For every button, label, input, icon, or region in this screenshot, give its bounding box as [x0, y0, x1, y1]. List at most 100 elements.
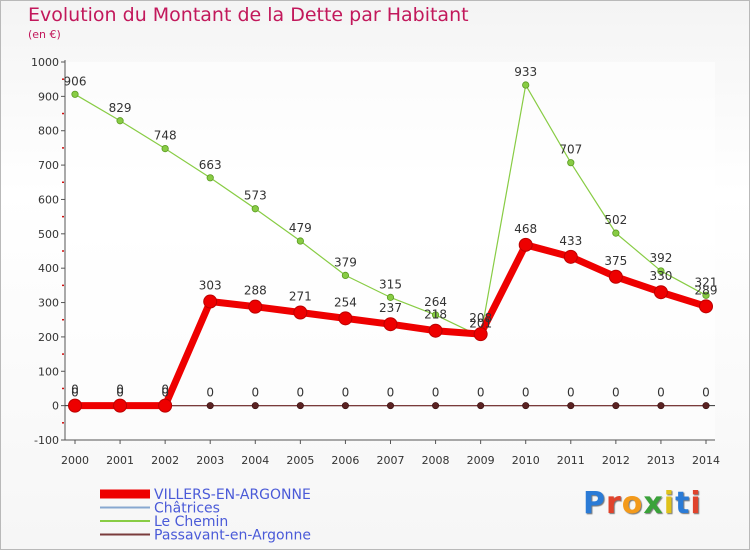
x-tick-label: 2003 [196, 454, 224, 467]
x-tick-label: 2007 [377, 454, 405, 467]
le-chemin-point [206, 174, 214, 182]
villers-data-label: 208 [469, 311, 492, 325]
villers-data-label: 0 [161, 383, 169, 397]
villers-point [563, 249, 578, 264]
passavant-data-label: 0 [297, 386, 305, 400]
legend-label: VILLERS-EN-ARGONNE [154, 487, 311, 503]
le-chemin-data-label: 379 [334, 255, 357, 269]
le-chemin-data-label: 479 [289, 221, 312, 235]
passavant-data-label: 0 [522, 386, 530, 400]
x-tick-label: 2013 [647, 454, 675, 467]
le-chemin-point [341, 271, 350, 279]
le-chemin-data-label: 392 [649, 251, 672, 265]
villers-point [383, 317, 398, 332]
villers-data-label: 375 [604, 254, 627, 268]
passavant-point [341, 402, 349, 410]
le-chemin-data-label: 201 [469, 317, 492, 331]
villers-data-label: 0 [71, 383, 79, 397]
le-chemin-point [161, 144, 169, 153]
passavant-point [702, 402, 710, 410]
plot-area [65, 62, 715, 440]
villers-point [653, 285, 668, 300]
le-chemin-point [116, 117, 124, 125]
passavant-data-label: 0 [657, 386, 665, 400]
passavant-point [386, 402, 394, 410]
villers-point [699, 299, 713, 314]
villers-point [428, 323, 443, 338]
villers-data-label: 271 [289, 290, 312, 304]
x-tick-label: 2002 [151, 454, 179, 467]
villers-point [113, 398, 128, 413]
le-chemin-data-label: 707 [559, 143, 582, 157]
le-chemin-point [296, 237, 304, 245]
le-chemin-data-label: 933 [514, 65, 537, 79]
y-tick-label: 100 [38, 365, 59, 378]
x-tick-label: 2009 [467, 454, 495, 467]
x-tick-label: 2012 [602, 454, 630, 467]
villers-point [473, 327, 488, 342]
x-tick-label: 2014 [692, 454, 720, 467]
le-chemin-data-label: 906 [64, 74, 87, 88]
y-tick-label: 400 [38, 262, 59, 275]
legend-label: Passavant-en-Argonne [154, 528, 311, 544]
le-chemin-data-label: 502 [604, 213, 627, 227]
chart-unit: (en €) [28, 28, 61, 41]
le-chemin-point [702, 291, 710, 299]
le-chemin-data-label: 264 [424, 295, 447, 309]
passavant-point [612, 402, 620, 410]
villers-point [293, 305, 308, 320]
villers-data-label: 303 [199, 279, 222, 293]
villers-point [68, 398, 82, 413]
villers-data-label: 237 [379, 301, 402, 315]
passavant-data-label: 0 [432, 386, 440, 400]
villers-data-label: 288 [244, 284, 267, 298]
chart-title: Evolution du Montant de la Dette par Hab… [28, 4, 469, 26]
passavant-point [296, 402, 304, 410]
villers-data-label: 0 [116, 383, 124, 397]
x-tick-label: 2000 [61, 454, 89, 467]
passavant-data-label: 0 [612, 386, 620, 400]
passavant-point [432, 402, 440, 410]
passavant-point [657, 402, 665, 410]
villers-data-label: 330 [649, 269, 672, 283]
x-tick-label: 2006 [331, 454, 359, 467]
passavant-data-label: 0 [251, 386, 259, 400]
y-tick-label: 900 [38, 90, 59, 103]
y-tick-label: 800 [38, 125, 59, 138]
x-tick-label: 2008 [422, 454, 450, 467]
le-chemin-point [612, 229, 620, 237]
villers-point [203, 294, 218, 309]
le-chemin-data-label: 829 [109, 101, 132, 115]
passavant-data-label: 0 [71, 386, 79, 400]
le-chemin-point [71, 90, 79, 98]
le-chemin-data-label: 748 [154, 129, 177, 143]
passavant-point [522, 402, 530, 410]
villers-point [608, 269, 623, 284]
y-tick-label: 600 [38, 193, 59, 206]
passavant-data-label: 0 [477, 386, 485, 400]
passavant-data-label: 0 [387, 386, 395, 400]
le-chemin-data-label: 315 [379, 277, 402, 291]
villers-data-label: 468 [514, 222, 537, 236]
y-tick-label: 200 [38, 331, 59, 344]
x-tick-label: 2010 [512, 454, 540, 467]
villers-data-label: 289 [695, 283, 718, 297]
passavant-point [567, 402, 575, 410]
passavant-data-label: 0 [206, 386, 214, 400]
passavant-data-label: 0 [342, 386, 350, 400]
le-chemin-data-label: 573 [244, 189, 267, 203]
y-tick-label: 0 [52, 400, 59, 413]
passavant-point [206, 402, 214, 410]
villers-point [158, 398, 173, 413]
villers-data-label: 433 [559, 234, 582, 248]
villers-data-label: 254 [334, 295, 357, 309]
passavant-data-label: 0 [702, 386, 710, 400]
passavant-data-label: 0 [161, 386, 169, 400]
x-tick-label: 2005 [286, 454, 314, 467]
le-chemin-point [657, 267, 665, 275]
x-tick-label: 2001 [106, 454, 134, 467]
le-chemin-data-label: 663 [199, 158, 222, 172]
le-chemin-point [567, 159, 575, 167]
villers-point [518, 237, 533, 252]
